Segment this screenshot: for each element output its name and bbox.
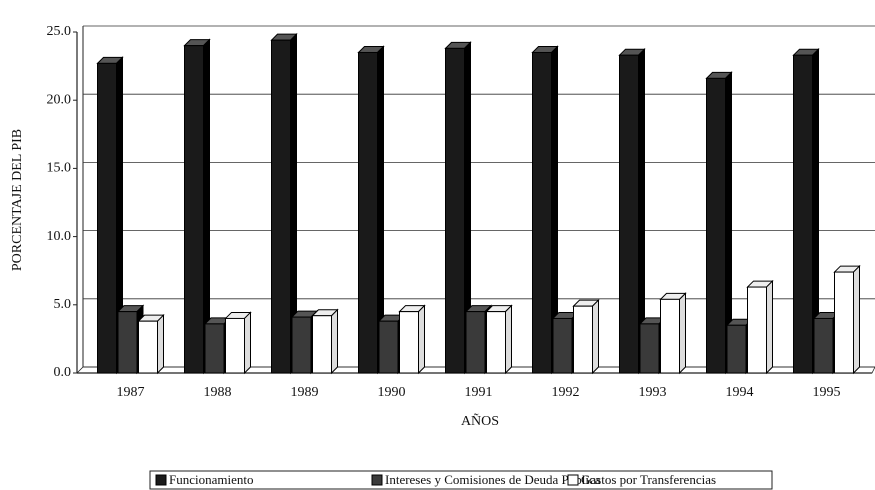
bar-side (505, 304, 512, 375)
y-tick-label: 15.0 (47, 161, 72, 176)
bar (706, 77, 726, 374)
y-tick-label: 0.0 (54, 365, 72, 380)
bar-side (853, 264, 860, 375)
legend-swatch (155, 474, 167, 486)
floor (76, 366, 875, 374)
bar (97, 62, 117, 374)
bar (834, 271, 854, 374)
bar (204, 323, 225, 374)
x-tick-label: 1995 (813, 385, 841, 400)
x-tick-label: 1994 (726, 385, 754, 400)
y-tick-label: 20.0 (47, 92, 72, 107)
bar (793, 54, 813, 374)
y-axis-label: PORCENTAJE DEL PIB (10, 129, 25, 271)
bar (312, 315, 332, 374)
x-tick-label: 1993 (639, 385, 667, 400)
bar (747, 286, 767, 374)
bar (378, 320, 399, 374)
legend-label: Gastos por Transferencias (581, 472, 716, 487)
y-tick-label: 5.0 (54, 297, 72, 312)
bar (726, 324, 747, 374)
legend-swatch (567, 474, 579, 486)
bar (445, 47, 465, 374)
bar (465, 311, 486, 374)
bar-side (418, 304, 425, 375)
bar (291, 316, 312, 374)
bar-side (766, 279, 773, 375)
bar (660, 298, 680, 374)
x-tick-label: 1987 (117, 385, 145, 400)
bar-side (157, 313, 164, 375)
x-tick-label: 1988 (204, 385, 232, 400)
bar-side (331, 308, 338, 375)
bar-side (592, 298, 599, 375)
x-tick-label: 1989 (291, 385, 319, 400)
bar (225, 317, 245, 374)
bar (117, 311, 138, 374)
bar (138, 320, 158, 374)
bar (813, 317, 834, 374)
bar-side (244, 311, 251, 375)
x-tick-label: 1992 (552, 385, 580, 400)
x-axis-label: AÑOS (461, 413, 499, 429)
bar (552, 317, 573, 374)
bar-side (679, 292, 686, 375)
bar (358, 51, 378, 374)
bar (399, 311, 419, 374)
bar (271, 39, 291, 374)
x-tick-label: 1991 (465, 385, 493, 400)
legend-label: Intereses y Comisiones de Deuda Pública (385, 472, 601, 487)
legend-label: Funcionamiento (169, 472, 254, 487)
bar (486, 311, 506, 374)
bar (184, 45, 204, 374)
bar (573, 305, 593, 374)
legend-box (149, 470, 773, 490)
bar (619, 54, 639, 374)
x-tick-label: 1990 (378, 385, 406, 400)
y-tick-label: 25.0 (47, 24, 72, 39)
bar (532, 51, 552, 374)
legend-swatch (371, 474, 383, 486)
bar (639, 323, 660, 374)
y-tick-label: 10.0 (47, 229, 72, 244)
